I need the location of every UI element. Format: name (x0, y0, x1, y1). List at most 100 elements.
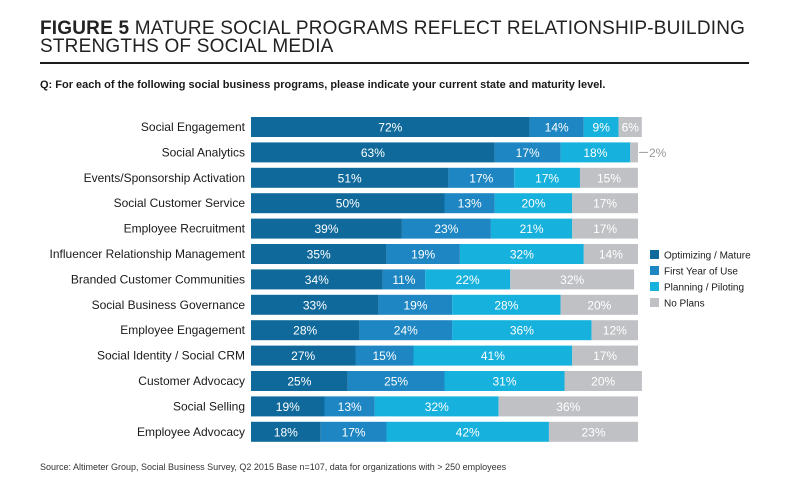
figure-label: FIGURE 5 (40, 18, 130, 39)
bar-segment (564, 371, 642, 391)
bar-segment (251, 371, 348, 391)
data-label: 41% (481, 349, 505, 363)
data-label: 32% (425, 400, 449, 414)
bar-segment (498, 396, 638, 417)
data-label: 23% (434, 222, 458, 236)
data-label: 63% (361, 146, 385, 160)
bar-segment (572, 218, 638, 239)
legend-swatch (650, 250, 659, 259)
data-label: 19% (403, 298, 427, 312)
category-label: Employee Engagement (120, 323, 245, 337)
bar-segment (514, 167, 580, 188)
category-label: Employee Advocacy (137, 425, 245, 439)
bar-segment (251, 345, 356, 366)
data-label: 17% (535, 171, 559, 185)
bar-segment (347, 371, 445, 391)
bar-segment (251, 142, 495, 163)
bar-segment (572, 345, 638, 366)
title-divider (40, 62, 749, 64)
data-label: 21% (520, 222, 544, 236)
data-label: 19% (411, 248, 435, 262)
data-label: 17% (593, 197, 617, 211)
bar-segment (444, 371, 565, 391)
figure-title: MATURE SOCIAL PROGRAMS REFLECT RELATIONS… (40, 18, 746, 57)
data-label: 33% (303, 298, 327, 312)
data-label: 17% (469, 171, 493, 185)
bar-segment (251, 193, 445, 214)
legend-label: No Plans (664, 299, 705, 310)
category-label: Social Customer Service (114, 196, 246, 210)
data-label: 34% (305, 273, 329, 287)
bar-segment (251, 396, 325, 417)
data-label: 25% (287, 375, 311, 389)
source-note: Source: Altimeter Group, Social Business… (40, 462, 507, 472)
data-label: 17% (342, 425, 366, 439)
data-label: 22% (456, 273, 480, 287)
data-label: 35% (307, 248, 331, 262)
category-label: Branded Customer Communities (71, 272, 245, 286)
bar-segment (452, 294, 561, 315)
data-label: 42% (456, 425, 480, 439)
data-label: 13% (458, 197, 482, 211)
data-label: 72% (378, 121, 402, 135)
bar-segment (386, 421, 549, 442)
data-label: 31% (492, 375, 516, 389)
bar-segment (448, 167, 515, 188)
category-label: Social Engagement (141, 120, 246, 134)
data-label: 24% (394, 324, 418, 338)
data-label: 32% (560, 273, 584, 287)
bar-segment (251, 167, 449, 188)
bar-segment (583, 244, 638, 264)
bar-segment (444, 193, 495, 214)
bar-segment (359, 320, 453, 341)
legend-label: First Year of Use (664, 267, 738, 278)
bar-segment (251, 117, 530, 137)
bar-segment (618, 117, 642, 137)
data-label: 23% (581, 425, 605, 439)
data-label: 36% (556, 400, 580, 414)
category-label: Influencer Relationship Management (50, 247, 246, 261)
data-label: 19% (276, 400, 300, 414)
data-label: 27% (291, 349, 315, 363)
data-label: 32% (510, 248, 534, 262)
bar-segment (494, 193, 573, 214)
data-label: 9% (593, 121, 611, 135)
bar-segment (251, 269, 383, 290)
bar-segment (382, 269, 426, 290)
bar-segment (529, 117, 584, 137)
bar-segment (560, 142, 631, 163)
bar-segment (583, 117, 619, 137)
bar-segment (425, 269, 511, 290)
bar-segment (579, 167, 638, 188)
data-label: 25% (384, 375, 408, 389)
category-label: Social Identity / Social CRM (97, 349, 245, 363)
data-label: 13% (338, 400, 362, 414)
data-label: 6% (622, 121, 640, 135)
data-label: 51% (338, 171, 362, 185)
category-label: Customer Advocacy (138, 374, 245, 388)
bar-segment (251, 244, 387, 264)
bar-segment (374, 396, 499, 417)
bar-segment (510, 269, 635, 290)
data-label: 39% (314, 222, 338, 236)
legend-label: Optimizing / Mature (664, 251, 751, 262)
category-label: Social Analytics (162, 145, 245, 159)
bar-segment (490, 218, 573, 239)
bar-segment (251, 294, 379, 315)
bar-segment (572, 193, 638, 214)
data-label: 20% (591, 375, 615, 389)
bar-segment (251, 218, 402, 239)
survey-question: Q: For each of the following social busi… (40, 79, 606, 91)
data-label: 20% (521, 197, 545, 211)
bar-segment (549, 421, 638, 442)
bar-segment (251, 320, 360, 341)
bar-segment (320, 421, 387, 442)
data-label: 20% (587, 298, 611, 312)
legend-label: Planning / Piloting (664, 283, 744, 294)
data-label: 11% (392, 273, 415, 287)
bar-segment (494, 142, 561, 163)
data-label: 18% (274, 425, 298, 439)
category-label: Employee Recruitment (124, 222, 246, 236)
data-label: 28% (494, 298, 518, 312)
chart-title: FIGURE 5 MATURE SOCIAL PROGRAMS REFLECT … (40, 18, 780, 57)
